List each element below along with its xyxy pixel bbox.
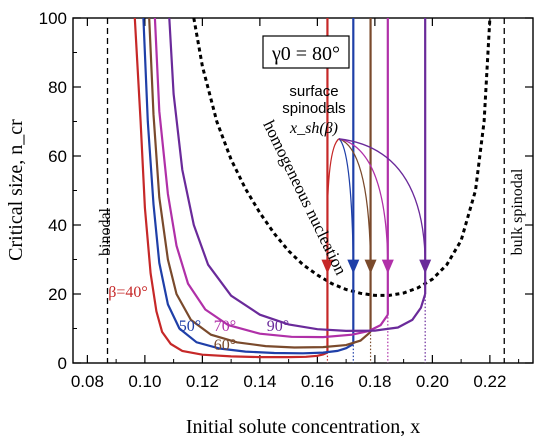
x-tick-label: 0.08 <box>71 372 104 391</box>
series-label-90: 90° <box>267 318 289 335</box>
curve-series-0 <box>133 18 328 359</box>
annotation-arrowhead-1 <box>347 259 360 274</box>
x-tick-label: 0.18 <box>358 372 391 391</box>
x-axis-title: Initial solute concentration, x <box>186 416 420 438</box>
annotation-arrow-3 <box>338 138 389 262</box>
contact-angle-label: γ0 = 80° <box>271 43 340 65</box>
series-label-40: β=40° <box>108 284 148 301</box>
reference-lines <box>106 18 505 363</box>
x-axis-title-text: Initial solute concentration, x <box>186 416 420 438</box>
x-tick-label: 0.16 <box>301 372 334 391</box>
y-tick-label: 0 <box>58 354 67 373</box>
bulk-spinodal-label: bulk spinodal <box>509 168 526 255</box>
homogeneous-curve-layer <box>192 18 492 297</box>
y-axis-title: Critical size, n_cr <box>5 119 27 261</box>
series-label-60: 60° <box>214 337 236 354</box>
x-tick-label: 0.22 <box>473 372 506 391</box>
curve-series-1 <box>142 18 354 355</box>
surface-label: surface <box>289 83 338 100</box>
series-label-50: 50° <box>179 318 201 335</box>
annotation-arrowhead-0 <box>321 259 334 274</box>
series-label-70: 70° <box>214 318 236 335</box>
y-tick-label: 80 <box>48 78 67 97</box>
heterogeneous-curves-layer <box>133 18 427 359</box>
y-tick-label: 40 <box>48 216 67 235</box>
spinodals-label: spinodals <box>282 100 345 117</box>
annotation-arrowhead-4 <box>419 259 432 274</box>
curve-series-4 <box>168 18 427 333</box>
homogeneous-nucleation-curve <box>192 18 492 297</box>
curve-series-2 <box>148 18 372 349</box>
x-tick-label: 0.20 <box>416 372 449 391</box>
x-tick-label: 0.14 <box>243 372 276 391</box>
annotation-arrows <box>321 138 432 274</box>
annotation-arrowhead-3 <box>381 259 394 274</box>
annotation-arrow-0 <box>326 138 340 262</box>
contact-angle-box <box>262 35 350 69</box>
annotation-arrow-1 <box>338 138 354 262</box>
y-tick-label: 100 <box>39 9 67 28</box>
annotation-arrow-4 <box>338 138 426 262</box>
y-tick-label: 20 <box>48 285 67 304</box>
annotation-arrow-2 <box>338 138 372 262</box>
spinodal-formula: x_sh(β) <box>289 120 338 137</box>
annotation-arrowhead-2 <box>364 259 377 274</box>
y-axis-title-text: Critical size, n_cr <box>5 119 27 261</box>
x-tick-label: 0.10 <box>128 372 161 391</box>
x-tick-label: 0.12 <box>186 372 219 391</box>
y-tick-label: 60 <box>48 147 67 166</box>
binodal-label: binodal <box>97 207 114 256</box>
axis-ticks: 0.08 0.10 0.12 0.14 0.16 0.18 0.20 0.22 0 20 40 60 8… <box>39 9 533 391</box>
